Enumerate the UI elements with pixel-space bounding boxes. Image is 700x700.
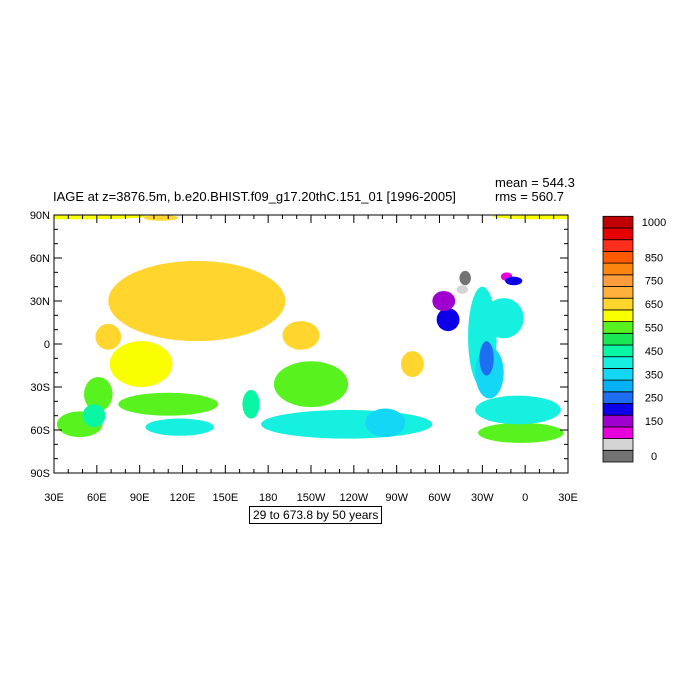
lat-tick-label: 30N: [30, 296, 50, 308]
colorbar-label: 650: [645, 299, 663, 311]
age-region-17: [475, 395, 561, 425]
colorbar-box: [602, 414, 634, 428]
age-region-9: [118, 392, 219, 416]
age-region-16: [145, 418, 214, 436]
age-region-11: [478, 422, 564, 443]
age-region-14: [82, 404, 106, 428]
colorbar-box: [602, 391, 634, 404]
lat-tick-label: 30S: [30, 382, 50, 394]
lon-tick-label: 60E: [87, 492, 107, 504]
age-region-24: [432, 290, 456, 312]
lon-tick-label: 180: [259, 492, 277, 504]
age-region-3: [400, 351, 424, 377]
age-region-5: [54, 215, 147, 220]
colorbar-box: [602, 403, 634, 416]
colorbar-box: [602, 274, 634, 287]
age-region-28: [456, 285, 469, 294]
lat-tick-label: 90N: [30, 210, 50, 222]
lon-tick-label: 60W: [428, 492, 451, 504]
lon-tick-label: 120W: [339, 492, 368, 504]
age-region-22: [479, 341, 494, 376]
ocean-age-field: [54, 215, 568, 443]
lon-tick-label: 90W: [385, 492, 408, 504]
age-region-4: [109, 341, 173, 388]
age-region-21: [365, 408, 406, 438]
lat-tick-label: 90S: [30, 468, 50, 480]
age-region-19: [483, 298, 524, 339]
age-region-26: [505, 276, 523, 286]
colorbar: 0 150 250 350 450 550 650 750 850 1000: [602, 215, 666, 463]
contour-info-box: 29 to 673.8 by 50 years: [249, 506, 383, 524]
colorbar-box: [602, 239, 634, 252]
colorbar-label: 0: [651, 451, 657, 463]
colorbar-box: [602, 438, 634, 451]
colorbar-label: 1000: [642, 217, 666, 229]
lon-tick-label: 30E: [558, 492, 578, 504]
age-region-27: [459, 270, 471, 286]
rms-value: rms = 560.7: [495, 189, 565, 204]
colorbar-box: [602, 250, 634, 264]
lat-tick-label: 60N: [30, 253, 50, 265]
colorbar-box: [602, 356, 634, 369]
mean-value: mean = 544.3: [495, 175, 575, 190]
axis-ticks: 90N 60N 30N 0 30S 60S 90S 30E 60E 90E 120E 150E 180 1…: [30, 210, 578, 504]
colorbar-box: [602, 367, 634, 381]
age-region-13: [242, 389, 260, 419]
colorbar-box: [602, 379, 634, 393]
age-region-23: [436, 308, 460, 332]
lon-tick-label: 30W: [471, 492, 494, 504]
lon-tick-label: 150W: [297, 492, 326, 504]
colorbar-label: 850: [645, 252, 663, 264]
lon-tick-label: 120E: [170, 492, 196, 504]
lon-tick-label: 30E: [44, 492, 64, 504]
age-region-2: [282, 321, 320, 350]
colorbar-box: [602, 286, 634, 299]
colorbar-label: 150: [645, 416, 663, 428]
colorbar-label: 550: [645, 322, 663, 334]
lon-tick-label: 150E: [212, 492, 238, 504]
colorbar-box: [602, 227, 634, 241]
plot-title: IAGE at z=3876.5m, b.e20.BHIST.f09_g17.2…: [53, 189, 456, 204]
age-region-0: [108, 260, 286, 342]
lon-tick-label: 90E: [130, 492, 150, 504]
age-region-15: [261, 409, 433, 439]
colorbar-label: 250: [645, 393, 663, 405]
colorbar-box: [602, 332, 634, 346]
age-region-8: [273, 361, 349, 408]
age-region-1: [95, 323, 122, 350]
age-region-7: [143, 215, 179, 221]
colorbar-box: [602, 426, 634, 439]
colorbar-label: 750: [645, 276, 663, 288]
colorbar-box: [602, 449, 634, 463]
colorbar-box: [602, 262, 634, 276]
age-region-12: [83, 376, 113, 412]
colorbar-box: [602, 215, 634, 229]
colorbar-box: [602, 344, 634, 358]
colorbar-box: [602, 309, 634, 322]
lat-tick-label: 60S: [30, 425, 50, 437]
colorbar-label: 450: [645, 346, 663, 358]
lon-tick-label: 0: [522, 492, 528, 504]
lat-tick-label: 0: [44, 339, 50, 351]
age-region-6: [492, 215, 568, 220]
colorbar-box: [602, 297, 634, 311]
colorbar-box: [602, 321, 634, 334]
colorbar-label: 350: [645, 369, 663, 381]
